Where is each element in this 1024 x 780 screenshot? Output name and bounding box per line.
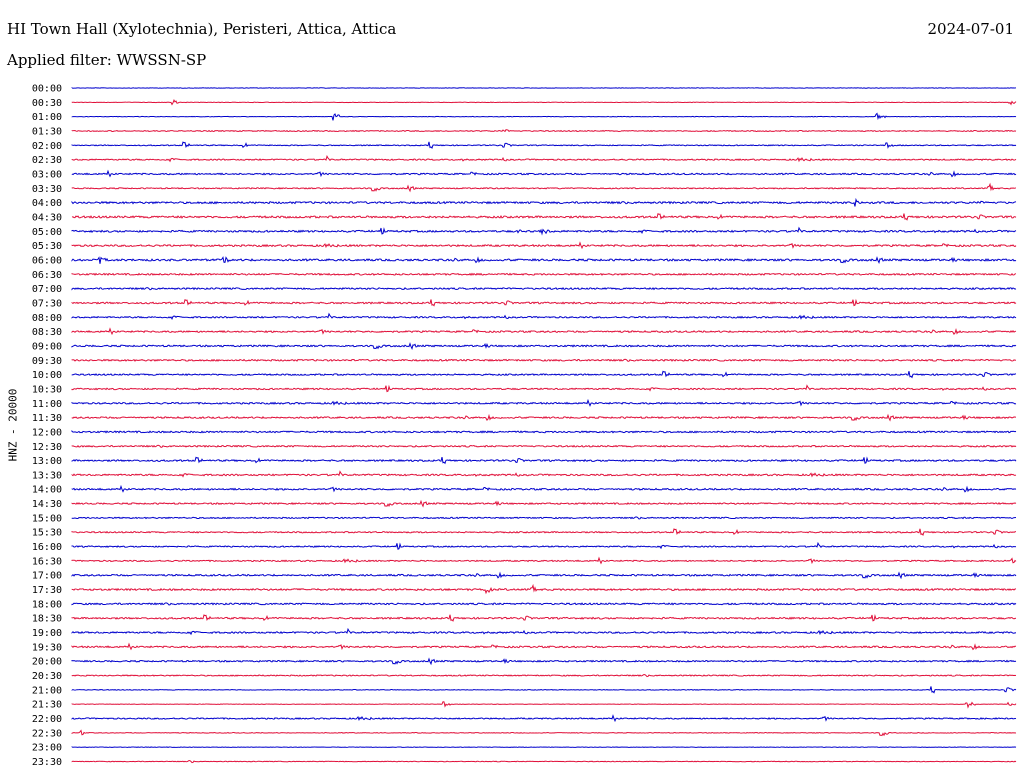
trace-time-label: 13:00 (32, 456, 62, 467)
seismic-trace (71, 583, 1017, 595)
seismic-trace (71, 602, 1017, 606)
seismic-trace (71, 358, 1017, 362)
seismic-trace (71, 456, 1017, 465)
trace-time-label: 01:30 (32, 126, 62, 137)
trace-time-label: 00:30 (32, 98, 62, 109)
seismic-trace (71, 541, 1017, 550)
seismic-trace (71, 729, 1017, 737)
trace-time-label: 13:30 (32, 470, 62, 481)
trace-time-label: 04:00 (32, 198, 62, 209)
seismic-trace (71, 701, 1017, 709)
seismic-trace (71, 286, 1017, 291)
seismic-trace (71, 642, 1017, 651)
trace-time-label: 23:00 (32, 743, 62, 754)
trace-time-label: 12:30 (32, 442, 62, 453)
trace-time-label: 09:30 (32, 356, 62, 367)
trace-time-label: 14:30 (32, 499, 62, 510)
trace-time-label: 22:00 (32, 714, 62, 725)
trace-time-label: 16:00 (32, 542, 62, 553)
trace-time-label: 02:30 (32, 155, 62, 166)
seismic-trace (71, 154, 1017, 163)
trace-time-label: 05:00 (32, 227, 62, 238)
seismic-trace (71, 312, 1017, 320)
trace-time-label: 18:00 (32, 599, 62, 610)
seismic-trace (71, 213, 1017, 221)
trace-time-label: 20:00 (32, 657, 62, 668)
seismic-trace (71, 384, 1017, 393)
seismic-trace (71, 141, 1017, 150)
trace-time-label: 22:30 (32, 728, 62, 739)
seismic-trace (71, 760, 1017, 764)
trace-time-label: 20:30 (32, 671, 62, 682)
trace-time-label: 21:00 (32, 685, 62, 696)
station-title: HI Town Hall (Xylotechnia), Peristeri, A… (7, 20, 397, 38)
seismic-trace (71, 169, 1017, 178)
trace-time-label: 05:30 (32, 241, 62, 252)
seismic-trace (71, 674, 1017, 678)
seismic-trace (71, 112, 1017, 121)
seismic-trace (71, 197, 1017, 207)
seismic-trace (71, 657, 1017, 666)
trace-time-label: 03:00 (32, 169, 62, 180)
seismic-trace (71, 614, 1017, 622)
trace-time-label: 00:00 (32, 84, 62, 95)
trace-time-label: 03:30 (32, 184, 62, 195)
seismic-trace (71, 226, 1017, 236)
trace-time-label: 23:30 (32, 757, 62, 768)
trace-time-label: 10:00 (32, 370, 62, 381)
trace-time-label: 19:00 (32, 628, 62, 639)
trace-time-label: 12:00 (32, 427, 62, 438)
seismic-trace (71, 571, 1017, 580)
trace-time-label: 04:30 (32, 212, 62, 223)
seismic-trace (71, 470, 1017, 478)
seismic-trace (71, 272, 1017, 276)
filter-label: Applied filter: WWSSN-SP (7, 51, 207, 69)
trace-time-label: 11:30 (32, 413, 62, 424)
trace-time-label: 10:30 (32, 384, 62, 395)
seismic-trace (71, 686, 1017, 694)
trace-time-label: 19:30 (32, 642, 62, 653)
trace-time-label: 15:00 (32, 513, 62, 524)
seismic-trace (71, 241, 1017, 250)
trace-time-label: 14:00 (32, 485, 62, 496)
seismic-trace (71, 398, 1017, 407)
seismic-trace (71, 499, 1017, 508)
seismic-trace (71, 342, 1017, 351)
trace-time-label: 06:00 (32, 255, 62, 266)
trace-time-label: 18:30 (32, 614, 62, 625)
seismic-trace (71, 528, 1017, 536)
trace-time-label: 15:30 (32, 528, 62, 539)
trace-time-label: 02:00 (32, 141, 62, 152)
trace-time-label: 16:30 (32, 556, 62, 567)
trace-time-label: 06:30 (32, 270, 62, 281)
trace-time-label: 07:30 (32, 298, 62, 309)
trace-time-label: 21:30 (32, 700, 62, 711)
trace-time-label: 01:00 (32, 112, 62, 123)
trace-time-label: 17:30 (32, 585, 62, 596)
seismic-trace (71, 370, 1017, 379)
seismic-trace (71, 99, 1017, 106)
trace-time-label: 11:00 (32, 399, 62, 410)
seismic-trace (71, 182, 1017, 193)
seismic-trace (71, 129, 1017, 133)
seismic-trace (71, 298, 1017, 307)
seismic-trace (71, 516, 1017, 520)
seismic-trace (71, 627, 1017, 636)
trace-time-label: 08:00 (32, 313, 62, 324)
seismic-trace (71, 714, 1017, 723)
seismic-trace (71, 327, 1017, 336)
trace-time-label: 08:30 (32, 327, 62, 338)
seismic-trace (71, 256, 1017, 265)
trace-time-label: 07:00 (32, 284, 62, 295)
seismic-trace (71, 556, 1017, 565)
seismic-trace (71, 444, 1017, 448)
seismic-trace (71, 484, 1017, 493)
trace-time-label: 17:00 (32, 571, 62, 582)
seismic-trace (71, 429, 1017, 434)
trace-time-label: 09:00 (32, 341, 62, 352)
date-label: 2024-07-01 (927, 20, 1014, 38)
seismic-trace (71, 413, 1017, 422)
